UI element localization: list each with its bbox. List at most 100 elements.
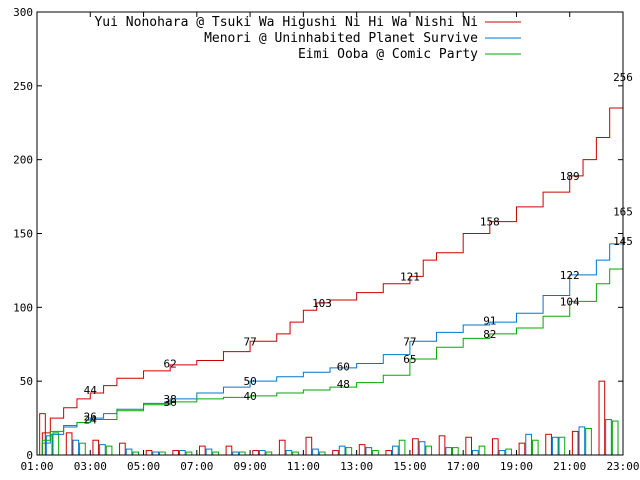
hourly-bar-red-10 (278, 439, 286, 456)
point-label-s3-1: 36 (164, 396, 177, 409)
hourly-bar-red-5 (145, 450, 153, 456)
hourly-bar-red-19 (518, 442, 526, 456)
hourly-bar-green-12 (345, 447, 353, 456)
hourly-bar-red-11 (305, 436, 313, 456)
hourly-bar-blue-17 (472, 450, 479, 456)
point-label-s3-2: 40 (243, 390, 256, 403)
x-tick-label-5: 11:00 (287, 460, 320, 473)
series-line-3 (37, 248, 624, 456)
legend: Yui Nonohara @ Tsuki Wa Higushi Ni Hi Wa… (94, 15, 521, 62)
x-tick-label-3: 07:00 (180, 460, 213, 473)
hourly-bars (39, 380, 619, 456)
point-labels: 4462771031211581892562638506077911221652… (84, 71, 633, 427)
hourly-bar-blue-10 (285, 450, 293, 456)
hourly-bar-blue-3 (99, 444, 106, 456)
hourly-bar-blue-12 (338, 445, 346, 456)
point-label-s3-4: 65 (403, 353, 416, 366)
hourly-bar-blue-21 (578, 426, 586, 456)
point-label-s3-6: 104 (560, 295, 580, 308)
y-tick-label-300: 300 (13, 6, 33, 19)
legend-label-3: Eimi Ooba @ Comic Party (298, 47, 478, 62)
x-tick-label-1: 03:00 (74, 460, 107, 473)
series-line-2 (37, 211, 624, 456)
hourly-bar-blue-6 (179, 450, 186, 456)
hourly-bar-green-1 (52, 432, 60, 456)
x-tick-label-0: 01:00 (20, 460, 53, 473)
hourly-bar-green-22 (611, 420, 619, 456)
hourly-bar-red-7 (198, 445, 206, 456)
hourly-bar-red-15 (412, 438, 419, 456)
x-tick-label-8: 17:00 (447, 460, 480, 473)
point-label-s2-3: 60 (337, 360, 350, 373)
hourly-bar-red-4 (119, 442, 126, 456)
hourly-bar-green-19 (531, 439, 539, 456)
hourly-bar-blue-22 (605, 419, 612, 456)
hourly-bar-red-16 (438, 435, 446, 456)
hourly-bar-blue-9 (258, 450, 266, 456)
hourly-bar-blue-18 (498, 450, 506, 456)
hourly-bar-green-3 (105, 445, 113, 456)
series-line-1 (37, 76, 624, 456)
hourly-bar-red-18 (491, 438, 499, 456)
point-label-s1-3: 103 (312, 297, 332, 310)
point-label-s1-5: 158 (480, 216, 500, 229)
hourly-bar-green-16 (452, 447, 459, 456)
hourly-bar-red-6 (172, 450, 180, 456)
point-label-s1-0: 44 (84, 384, 98, 397)
hourly-bar-red-8 (225, 445, 233, 456)
hourly-bar-green-13 (372, 450, 379, 456)
hourly-bar-red-3 (92, 439, 100, 456)
point-label-s3-5: 82 (483, 328, 496, 341)
hourly-bar-red-21 (571, 430, 579, 456)
hourly-bar-red-9 (252, 450, 259, 456)
x-tick-label-11: 23:00 (606, 460, 639, 473)
point-label-s2-0: 26 (84, 411, 97, 424)
point-label-s1-1: 62 (164, 357, 177, 370)
legend-label-2: Menori @ Uninhabited Planet Survive (204, 31, 478, 46)
hourly-bar-red-13 (358, 444, 366, 456)
x-tick-label-2: 05:00 (127, 460, 160, 473)
hourly-bar-green-18 (505, 448, 512, 456)
hourly-bar-blue-4 (125, 448, 133, 456)
point-label-s3-0: 24 (84, 414, 98, 427)
hourly-bar-green-21 (585, 427, 592, 456)
hourly-bar-red-22 (598, 380, 606, 456)
axes: 0 50 100 150 200 250 300 01:00 03:00 05:00 07:00 09… (13, 6, 639, 473)
hourly-bar-green-2 (79, 442, 86, 456)
y-tick-label-0: 0 (26, 449, 33, 462)
hourly-bar-green-20 (558, 436, 566, 456)
point-label-s2-6: 122 (560, 269, 580, 282)
hourly-bar-blue-16 (445, 447, 453, 456)
x-tick-label-4: 09:00 (234, 460, 267, 473)
x-tick-label-10: 21:00 (553, 460, 586, 473)
hourly-bar-blue-20 (551, 436, 559, 456)
y-tick-label-200: 200 (13, 154, 33, 167)
legend-label-1: Yui Nonohara @ Tsuki Wa Higushi Ni Hi Wa… (94, 15, 478, 30)
hourly-bar-red-14 (385, 450, 393, 456)
hourly-bar-blue-11 (312, 448, 319, 456)
hourly-bar-green-14 (398, 439, 406, 456)
hourly-bar-red-2 (65, 432, 73, 456)
y-tick-label-50: 50 (20, 375, 33, 388)
hourly-bar-red-17 (465, 436, 473, 456)
x-tick-label-6: 13:00 (340, 460, 373, 473)
hourly-bar-blue-2 (72, 439, 80, 456)
y-tick-label-100: 100 (13, 301, 33, 314)
hourly-bar-blue-15 (418, 441, 426, 456)
hourly-bar-blue-13 (365, 447, 373, 456)
x-tick-label-7: 15:00 (393, 460, 426, 473)
point-label-s2-4: 77 (403, 335, 416, 348)
hourly-bar-blue-7 (205, 448, 213, 456)
point-label-s2-1: 38 (164, 393, 177, 406)
series-lines (37, 76, 624, 456)
y-tick-label-250: 250 (13, 80, 33, 93)
point-label-s1-2: 77 (243, 335, 256, 348)
point-label-s2-5: 91 (483, 315, 496, 328)
hourly-bar-green-15 (425, 445, 433, 456)
hourly-bar-blue-1 (45, 435, 53, 456)
hourly-bar-blue-19 (525, 433, 532, 456)
point-label-s1-6: 189 (560, 170, 580, 183)
hourly-bar-green-17 (478, 445, 486, 456)
point-label-s1-4: 121 (400, 270, 420, 283)
